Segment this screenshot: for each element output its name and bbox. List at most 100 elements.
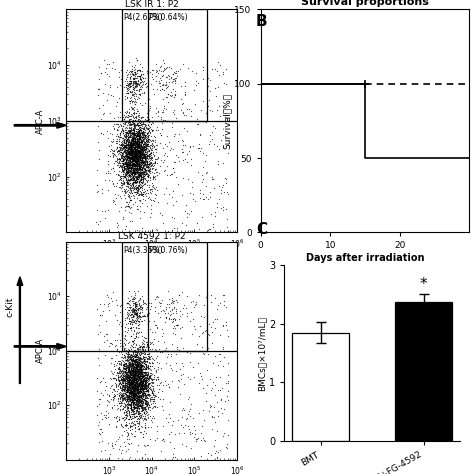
Point: [119, 145, 127, 152]
Point: [127, 145, 135, 153]
Point: [135, 373, 143, 381]
Point: [147, 120, 155, 128]
Point: [131, 381, 139, 388]
Point: [130, 373, 137, 380]
Point: [216, 350, 223, 357]
Point: [137, 365, 144, 373]
Point: [140, 145, 147, 152]
Point: [134, 178, 141, 185]
Point: [139, 142, 146, 150]
Point: [113, 137, 121, 145]
Point: [127, 139, 135, 146]
Point: [122, 367, 129, 375]
Point: [136, 160, 144, 168]
Point: [141, 299, 149, 307]
Point: [146, 102, 154, 110]
Point: [113, 380, 120, 388]
Point: [128, 383, 135, 391]
Point: [140, 350, 147, 357]
Point: [130, 114, 138, 122]
Point: [126, 372, 133, 379]
Point: [119, 142, 127, 149]
Point: [137, 170, 144, 177]
Point: [135, 152, 143, 159]
Point: [129, 338, 137, 346]
Point: [128, 310, 136, 317]
Point: [122, 117, 129, 125]
Point: [131, 394, 138, 401]
Point: [142, 134, 150, 141]
Point: [178, 100, 186, 108]
Point: [143, 377, 150, 384]
Point: [148, 328, 155, 336]
Point: [109, 122, 116, 129]
Point: [132, 409, 140, 417]
Point: [132, 351, 140, 358]
Point: [131, 177, 138, 185]
Point: [133, 137, 141, 145]
Point: [140, 168, 148, 176]
Point: [127, 421, 134, 428]
Point: [134, 143, 142, 150]
Point: [125, 80, 133, 88]
Point: [168, 294, 176, 301]
Point: [128, 359, 136, 367]
Point: [190, 190, 197, 198]
Point: [123, 379, 131, 387]
Point: [131, 170, 138, 177]
Point: [153, 109, 160, 117]
Point: [129, 146, 137, 154]
Point: [128, 82, 135, 90]
Point: [126, 376, 134, 383]
Point: [132, 367, 139, 374]
Point: [129, 343, 137, 351]
Point: [154, 141, 161, 149]
Point: [152, 375, 160, 383]
Point: [117, 146, 125, 154]
Point: [125, 361, 133, 368]
Point: [131, 135, 139, 142]
Point: [219, 207, 227, 214]
Point: [119, 371, 127, 379]
Point: [119, 129, 127, 137]
Point: [129, 392, 137, 400]
Point: [122, 164, 130, 172]
Point: [127, 176, 135, 183]
Point: [128, 385, 135, 393]
Point: [127, 129, 135, 137]
Point: [139, 135, 147, 143]
Point: [142, 137, 149, 145]
Point: [128, 137, 136, 145]
Point: [129, 152, 137, 159]
Point: [128, 141, 136, 148]
Point: [127, 147, 134, 155]
Point: [163, 84, 170, 91]
Point: [118, 163, 126, 170]
Point: [114, 148, 121, 155]
Point: [123, 159, 130, 167]
Point: [181, 91, 189, 99]
Point: [125, 165, 132, 173]
Point: [129, 181, 137, 189]
Point: [141, 399, 148, 407]
Point: [125, 136, 133, 143]
Point: [144, 381, 152, 388]
Text: P4(3.35%): P4(3.35%): [123, 246, 163, 255]
Point: [120, 381, 128, 389]
Point: [219, 69, 227, 76]
Point: [126, 310, 133, 317]
Point: [130, 389, 138, 396]
Point: [142, 154, 150, 162]
Point: [132, 365, 139, 372]
Point: [137, 367, 145, 375]
Point: [141, 423, 149, 430]
Point: [127, 351, 134, 358]
Point: [123, 78, 130, 85]
Point: [123, 372, 130, 380]
Point: [130, 168, 138, 176]
Point: [124, 163, 131, 170]
Point: [148, 187, 155, 195]
Point: [129, 377, 137, 384]
Point: [134, 379, 141, 386]
Point: [131, 368, 139, 376]
